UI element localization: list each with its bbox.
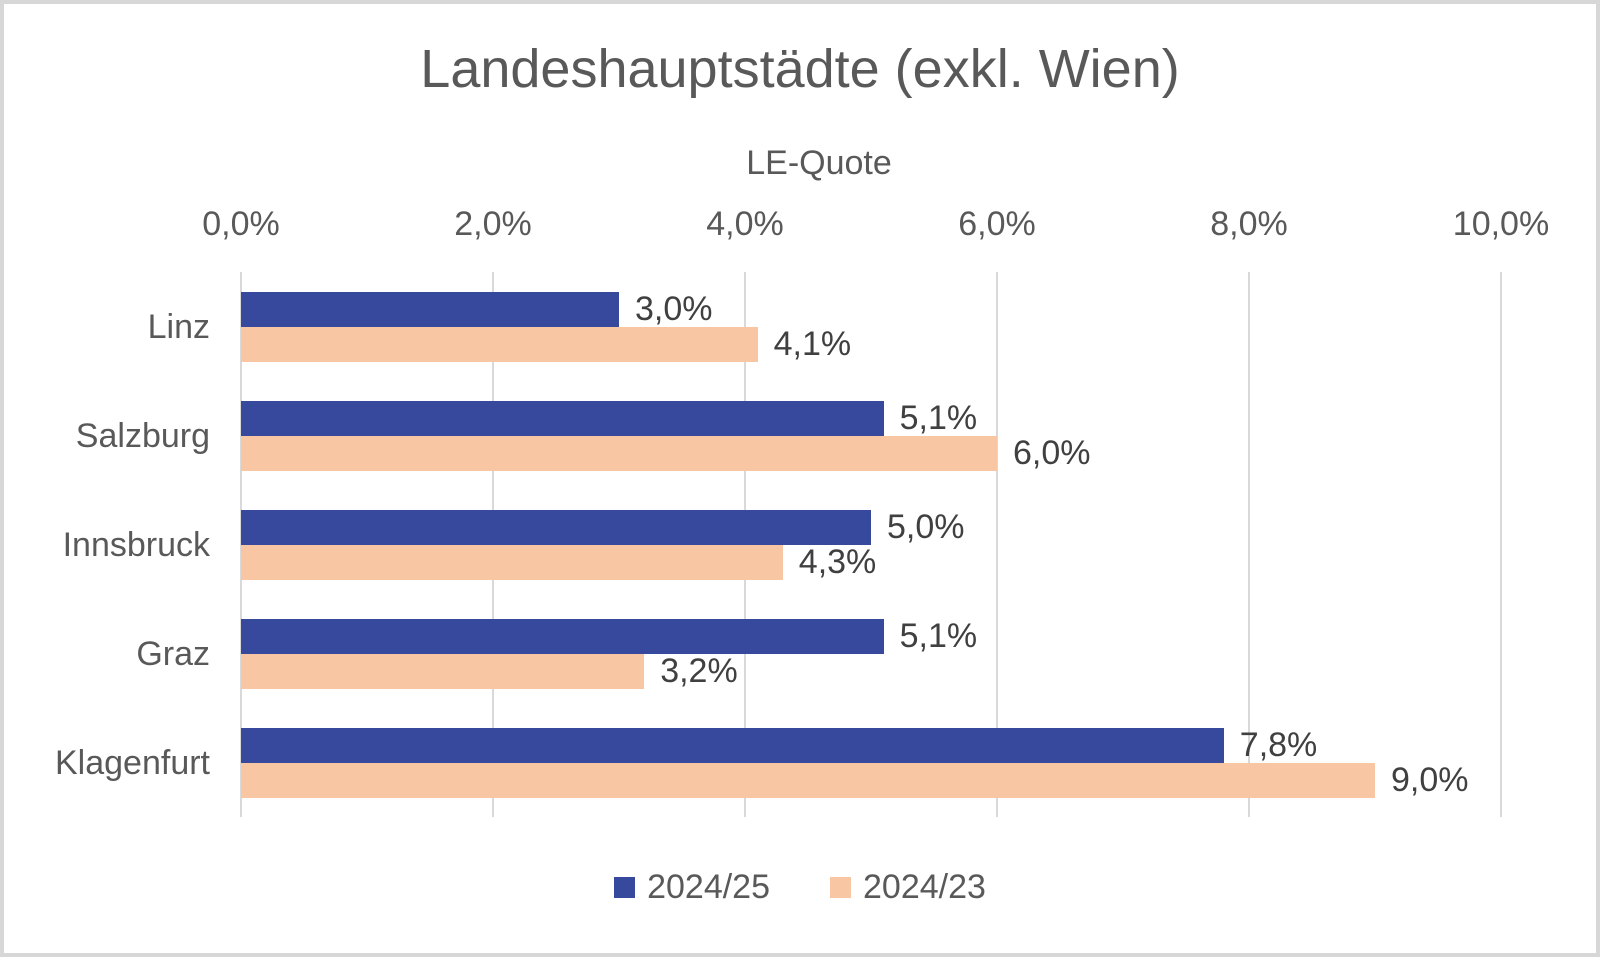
category-label-linz: Linz (147, 307, 210, 346)
gridline-8-0- (1248, 272, 1250, 817)
data-label-2024-25-graz: 5,1% (899, 616, 978, 655)
bar-2024-25-klagenfurt (241, 727, 1224, 763)
data-label-2024-23-innsbruck: 4,3% (798, 542, 877, 581)
x-axis-tick-label: 6,0% (958, 205, 1036, 243)
gridline-6-0- (996, 272, 998, 817)
category-label-graz: Graz (136, 634, 210, 673)
x-axis-tick-label: 8,0% (1210, 205, 1288, 243)
legend-item-2024-23: 2024/23 (830, 868, 986, 907)
bar-2024-23-linz (241, 326, 758, 362)
bar-2024-25-graz (241, 618, 884, 654)
gridline-10-0- (1500, 272, 1502, 817)
bar-2024-25-innsbruck (241, 509, 871, 545)
bar-2024-23-salzburg (241, 435, 997, 471)
chart-title: Landeshauptstädte (exkl. Wien) (420, 39, 1180, 99)
bar-2024-25-linz (241, 291, 619, 327)
bar-2024-25-salzburg (241, 400, 884, 436)
data-label-2024-25-innsbruck: 5,0% (887, 507, 965, 546)
data-label-2024-23-graz: 3,2% (660, 651, 738, 690)
x-axis-tick-label: 0,0% (202, 205, 280, 243)
x-axis-tick-label: 4,0% (706, 205, 784, 243)
legend-label: 2024/23 (863, 868, 986, 906)
chart-canvas: Landeshauptstädte (exkl. Wien) LE-Quote … (4, 4, 1596, 953)
data-label-2024-23-salzburg: 6,0% (1013, 433, 1091, 472)
category-label-klagenfurt: Klagenfurt (55, 743, 210, 782)
data-label-2024-25-salzburg: 5,1% (899, 398, 978, 437)
bar-2024-23-innsbruck (241, 544, 783, 580)
data-label-2024-23-klagenfurt: 9,0% (1391, 760, 1469, 799)
legend: 2024/25 2024/23 (4, 868, 1596, 907)
bar-2024-23-graz (241, 653, 645, 689)
data-label-2024-23-linz: 4,1% (773, 324, 852, 363)
x-axis-tick-label: 2,0% (454, 205, 532, 243)
legend-swatch-2024-25 (614, 877, 636, 898)
bar-2024-23-klagenfurt (241, 762, 1375, 798)
legend-label: 2024/25 (647, 868, 770, 906)
x-axis-title: LE-Quote (746, 144, 892, 182)
data-label-2024-25-klagenfurt: 7,8% (1239, 725, 1318, 764)
x-axis-tick-label: 10,0% (1452, 205, 1550, 243)
category-label-innsbruck: Innsbruck (62, 525, 210, 564)
legend-item-2024-25: 2024/25 (614, 868, 770, 907)
category-label-salzburg: Salzburg (75, 416, 210, 455)
legend-swatch-2024-23 (830, 877, 851, 898)
data-label-2024-25-linz: 3,0% (635, 289, 713, 328)
